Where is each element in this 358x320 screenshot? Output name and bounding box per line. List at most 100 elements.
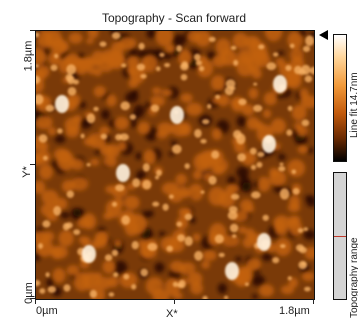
grain (159, 52, 165, 57)
grain (113, 239, 123, 248)
grain (121, 63, 127, 68)
grain (36, 239, 54, 257)
grain (297, 228, 304, 233)
grain (70, 208, 82, 220)
grain (251, 274, 265, 286)
x-tick-mid (174, 299, 175, 304)
x-axis-left-label: 0µm (36, 305, 58, 317)
grain (287, 159, 306, 178)
grain (248, 87, 259, 100)
bright-peak (262, 135, 276, 153)
grain (288, 277, 299, 288)
grain (86, 113, 96, 124)
grain (279, 188, 290, 200)
grain (128, 47, 138, 58)
grain (176, 45, 183, 52)
grain (178, 279, 186, 289)
grain (58, 229, 74, 247)
grain (138, 42, 145, 50)
grain (93, 106, 99, 112)
grain (73, 271, 91, 292)
grain (279, 162, 284, 166)
grain (251, 191, 261, 199)
grain (111, 32, 121, 40)
grain (99, 126, 110, 135)
grain (39, 164, 53, 180)
grain (292, 188, 300, 195)
grain (118, 36, 137, 50)
grain (121, 215, 130, 225)
grain (135, 152, 142, 160)
grain (58, 40, 69, 53)
topography-image[interactable] (35, 30, 315, 300)
grain (232, 234, 237, 239)
color-scale-label: Line fit 14.7nm (349, 72, 358, 138)
grain (208, 175, 217, 185)
grain (146, 31, 157, 39)
grain (152, 201, 160, 207)
grain (66, 265, 80, 276)
range-marker-line[interactable] (334, 236, 346, 237)
grain (67, 75, 75, 85)
grain (175, 173, 187, 187)
grain (184, 213, 193, 221)
grain (208, 36, 216, 42)
grain (161, 182, 179, 195)
grain (142, 179, 152, 190)
grain (147, 242, 158, 251)
grain (42, 155, 48, 161)
bright-peak (257, 233, 271, 251)
grain (298, 260, 308, 270)
grain (184, 163, 190, 170)
grain (87, 31, 99, 39)
grain (257, 151, 265, 158)
grain (215, 94, 221, 100)
grain (151, 87, 162, 95)
grain (164, 63, 171, 68)
grain (68, 32, 83, 44)
marker-triangle-icon[interactable] (319, 30, 328, 40)
topography-range-bar[interactable] (333, 172, 347, 300)
grain (305, 35, 314, 46)
grain (163, 52, 172, 60)
grain (117, 141, 127, 152)
grain (137, 121, 151, 135)
grain (60, 211, 70, 219)
grain (52, 268, 66, 283)
grain (195, 60, 203, 66)
grain (36, 153, 45, 166)
x-axis-title: X* (166, 308, 178, 320)
grain (36, 47, 47, 66)
grain (63, 284, 71, 292)
grain (95, 276, 112, 290)
grain (201, 260, 210, 269)
grain (93, 85, 107, 98)
grain (234, 266, 253, 286)
grain (50, 64, 58, 71)
grain (132, 178, 141, 188)
grain (36, 280, 41, 287)
grain (172, 292, 183, 299)
grain (200, 139, 207, 144)
grain (200, 190, 205, 194)
grain (66, 190, 74, 198)
grain (172, 281, 178, 287)
y-tick-mid (30, 164, 35, 165)
grain (115, 184, 125, 192)
grain (253, 104, 263, 112)
grain (38, 134, 48, 143)
grain (202, 119, 210, 125)
grain (280, 285, 295, 295)
grain (193, 153, 210, 172)
grain (277, 153, 286, 161)
grain (155, 130, 168, 139)
grain (230, 193, 240, 200)
y-axis-bottom-label: 0µm (22, 282, 35, 304)
grain (142, 163, 150, 172)
y-tick-top (30, 30, 35, 31)
grain (140, 268, 148, 277)
grain (177, 234, 186, 242)
grain (119, 133, 129, 141)
grain (287, 105, 293, 112)
grain (80, 133, 85, 139)
